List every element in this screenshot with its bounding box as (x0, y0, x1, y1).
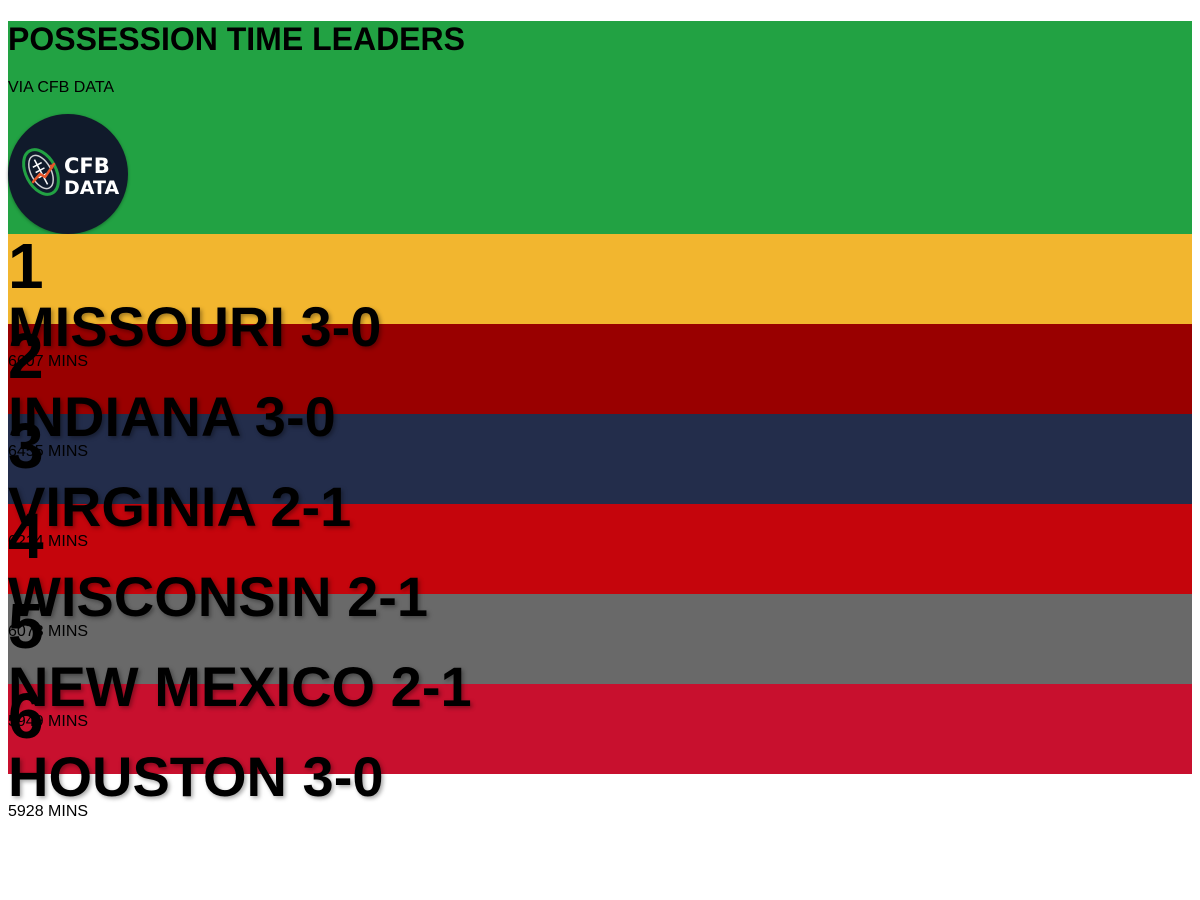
header-panel: POSSESSION TIME LEADERS VIA CFB DATA CFB… (8, 21, 1192, 234)
list-item: 1 MISSOURI 3-0 6607 MINS (8, 234, 1192, 414)
logo-text-data: DATA (64, 177, 119, 199)
possession-minutes: 6214 MINS (8, 533, 89, 550)
team-name: HOUSTON 3-0 (8, 745, 384, 808)
stripe-1 (8, 234, 1192, 324)
list-item: 3 VIRGINIA 2-1 6214 MINS (8, 414, 1192, 594)
rank-number: 5 (8, 590, 44, 662)
team-name: INDIANA 3-0 (8, 385, 336, 448)
team-name: NEW MEXICO 2-1 (8, 655, 472, 718)
possession-minutes: 6455 MINS (8, 443, 89, 460)
stripe-5 (8, 594, 1192, 684)
source-credit: VIA CFB DATA (8, 79, 115, 96)
possession-minutes: 5928 MINS (8, 803, 89, 820)
team-name: MISSOURI 3-0 (8, 295, 382, 358)
stripe-4 (8, 504, 1192, 594)
page-title: POSSESSION TIME LEADERS (8, 21, 465, 57)
list-item: 6 HOUSTON 3-0 5928 MINS (8, 684, 1192, 864)
list-item: 5 NEW MEXICO 2-1 5949 MINS (8, 594, 1192, 774)
football-chart-icon: CFB DATA (22, 148, 119, 199)
rank-number: 4 (8, 500, 44, 572)
list-item: 2 INDIANA 3-0 6455 MINS (8, 324, 1192, 504)
stripe-6 (8, 684, 1192, 774)
rank-number: 2 (8, 320, 44, 392)
list-item: 4 WISCONSIN 2-1 6073 MINS (8, 504, 1192, 684)
possession-minutes: 5949 MINS (8, 713, 89, 730)
possession-minutes: 6607 MINS (8, 353, 89, 370)
rank-number: 1 (8, 230, 44, 302)
rank-number: 6 (8, 680, 44, 752)
stripe-2 (8, 324, 1192, 414)
stripe-3 (8, 414, 1192, 504)
cfb-data-logo: CFB DATA (8, 114, 128, 234)
logo-text-cfb: CFB (64, 154, 110, 178)
team-name: VIRGINIA 2-1 (8, 475, 352, 538)
rank-number: 3 (8, 410, 44, 482)
team-name: WISCONSIN 2-1 (8, 565, 429, 628)
possession-minutes: 6073 MINS (8, 623, 89, 640)
